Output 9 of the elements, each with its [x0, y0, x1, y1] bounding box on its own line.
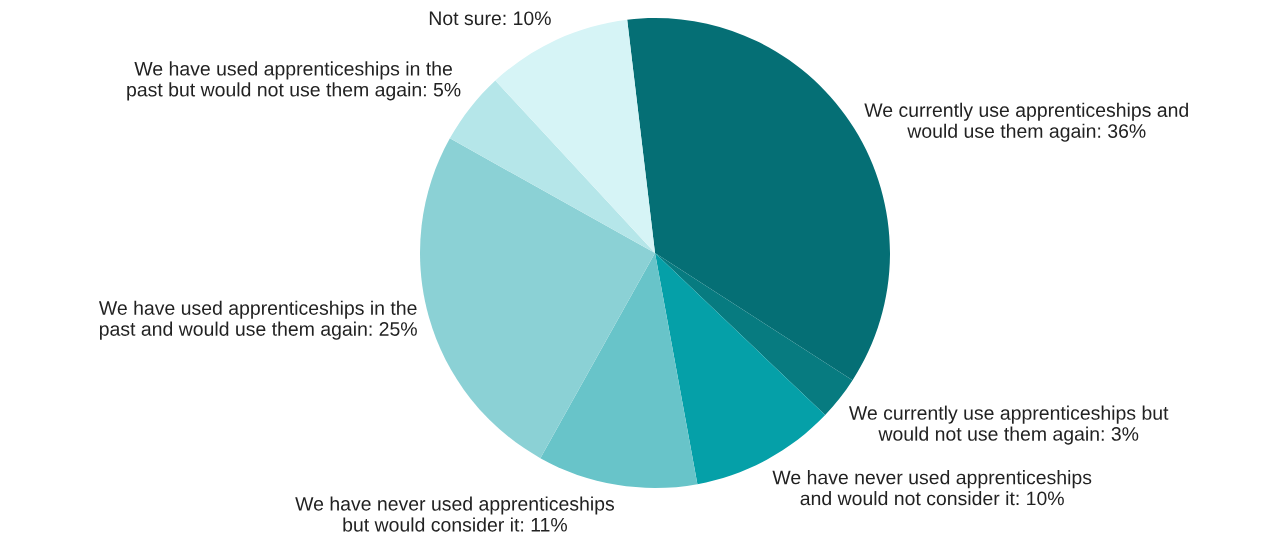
slice-label: We have never used apprenticeships but would consider it: 11%	[295, 496, 615, 532]
pie-slice	[420, 138, 655, 459]
slice-label: We currently use apprenticeships and would use them again: 36%	[864, 102, 1188, 142]
slice-label: Not sure: 10%	[429, 11, 551, 26]
slice-label: We have used apprenticeships in the past but would not use them again: 5%	[127, 61, 461, 101]
slice-label: We have never used apprenticeships and would not consider it: 10%	[772, 470, 1092, 506]
slice-label: We have used apprenticeships in the past and would use them again: 25%	[98, 300, 417, 340]
pie-slice	[540, 253, 698, 488]
slice-label: We currently use apprenticeships but would not use them again: 3%	[849, 405, 1169, 445]
